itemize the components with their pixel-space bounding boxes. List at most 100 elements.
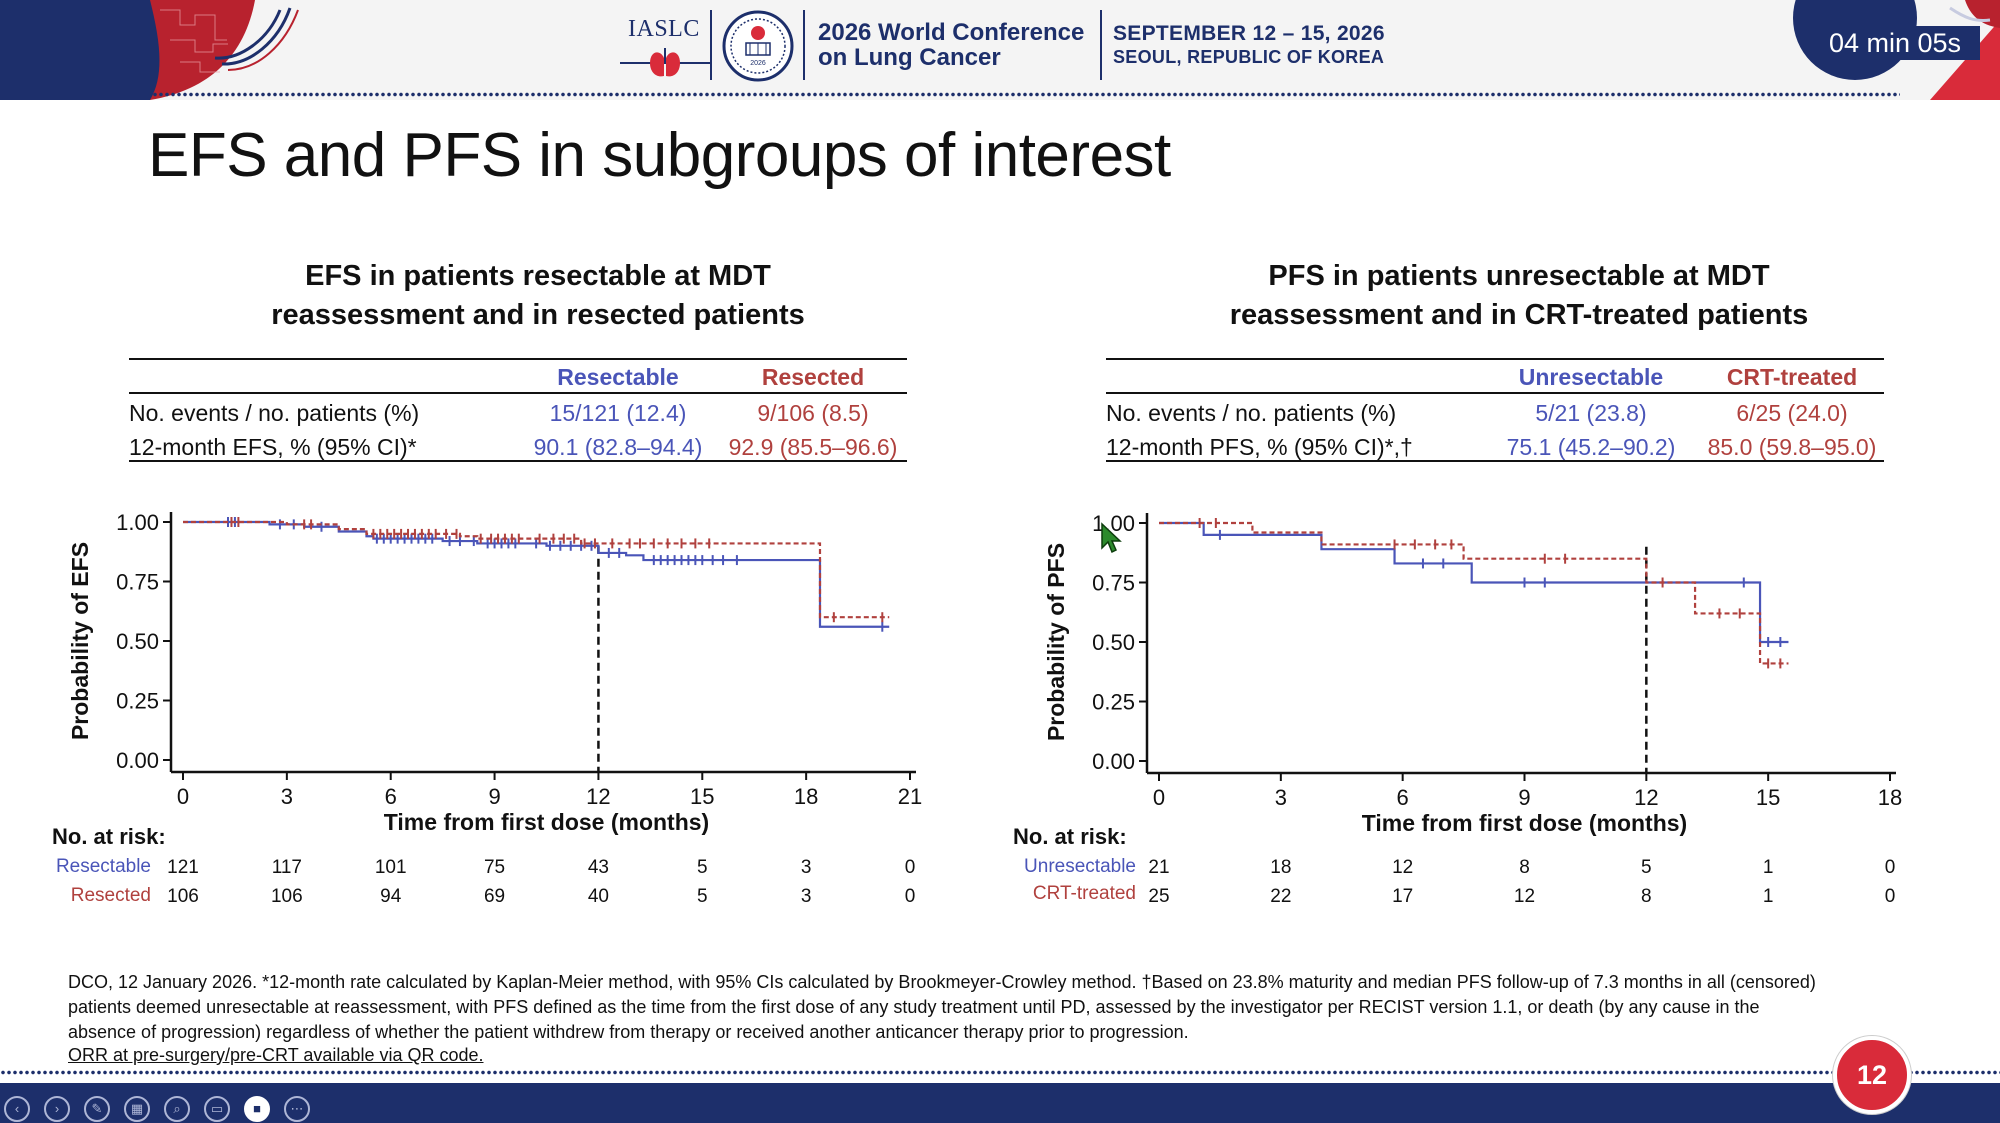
table-header-row: Unresectable CRT-treated [1106,360,1884,394]
previous-icon[interactable]: ‹ [4,1096,30,1122]
risk-count: 21 [1148,857,1170,878]
x-tick-label: 9 [488,784,500,809]
table-cell: 85.0 (59.8–95.0) [1707,434,1877,460]
risk-count: 106 [270,886,303,907]
risk-count: 18 [1270,857,1292,878]
risk-count: 8 [1519,857,1530,878]
efs-summary-table: Resectable Resected No. events / no. pat… [129,358,907,462]
header-left-decoration [0,0,299,100]
table-cell: 5/21 (23.8) [1535,400,1647,426]
risk-count: 1 [1762,886,1774,907]
header-divider [1100,10,1102,80]
pen-icon[interactable]: ✎ [84,1096,110,1122]
row-label: 12-month PFS, % (95% CI)*,† [1106,434,1413,460]
y-tick-label: 1.00 [116,510,159,535]
x-tick-label: 12 [1634,785,1658,810]
x-tick-label: 18 [1878,785,1902,810]
risk-count: 8 [1641,886,1652,907]
risk-table-heading: No. at risk: [1013,824,1127,849]
table-cell: 92.9 (85.5–96.6) [728,434,898,460]
risk-count: 22 [1270,886,1292,907]
footer-dotted-rule [0,1070,2000,1075]
zoom-icon[interactable]: ⌕ [164,1096,190,1122]
efs-kaplan-meier-chart: 0.00 0.25 0.50 0.75 1.00 0 3 6 9 12 15 18 21 Time fro… [67,510,922,835]
risk-count: 17 [1392,886,1414,907]
x-tick-label: 3 [281,784,293,809]
slide-number-badge: 12 [1833,1036,1911,1114]
pfs-y-axis-label: Probability of PFS [1043,543,1069,741]
header-divider [803,10,805,80]
y-tick-label: 0.00 [116,748,159,773]
risk-count: 0 [1884,857,1896,878]
footnote: DCO, 12 January 2026. *12-month rate cal… [68,972,1816,1042]
next-icon[interactable]: › [44,1096,70,1122]
x-tick-label: 6 [1397,785,1409,810]
slide-title: EFS and PFS in subgroups of interest [148,121,1171,190]
qr-code-link[interactable]: ORR at pre-surgery/pre-CRT available via… [68,1045,484,1065]
risk-count: 69 [483,886,506,907]
more-icon[interactable]: ⋯ [284,1096,310,1122]
y-tick-label: 0.25 [116,689,159,714]
pfs-kaplan-meier-chart: 0.00 0.25 0.50 0.75 1.00 0 3 6 9 12 15 18 Time from … [1043,511,1902,836]
risk-count: 3 [800,886,812,907]
x-tick-label: 0 [1153,785,1165,810]
column-header: Unresectable [1518,364,1664,390]
y-tick-label: 1.00 [1092,511,1135,536]
risk-row-label: Resectable [55,856,151,877]
conference-header: IASLC 2026 2026 World Conference on Lung… [0,0,2000,100]
y-tick-label: 0.50 [116,629,159,654]
subtitles-icon[interactable]: ▭ [204,1096,230,1122]
risk-count: 12 [1513,886,1536,907]
risk-count: 1 [1762,857,1774,878]
header-dotted-rule [140,92,1900,97]
table-cell: 15/121 (12.4) [549,400,687,426]
series-resected-curve [183,520,890,619]
risk-count: 0 [1884,886,1896,907]
camera-icon[interactable]: ■ [244,1096,270,1122]
risk-count: 121 [167,857,199,878]
x-tick-label: 12 [586,784,610,809]
x-tick-label: 15 [1756,785,1780,810]
left-panel-title: EFS in patients resectable at MDT reasse… [271,260,805,331]
right-panel-title: PFS in patients unresectable at MDT reas… [1229,260,1809,331]
column-header: CRT-treated [1726,364,1858,390]
risk-count: 43 [587,857,609,878]
risk-count: 0 [904,857,916,878]
risk-count: 3 [800,857,812,878]
y-tick-label: 0.75 [1092,571,1135,596]
svg-text:2026: 2026 [750,60,766,67]
mouse-cursor-icon [1101,522,1122,554]
y-tick-label: 0.75 [116,570,159,595]
risk-count: 25 [1148,886,1170,907]
iaslc-logo: IASLC [620,14,714,80]
presentation-timer: 04 min 05s [1810,26,1980,60]
row-label: 12-month EFS, % (95% CI)* [129,434,417,460]
row-label: No. events / no. patients (%) [1106,400,1397,426]
risk-count: 101 [374,857,407,878]
table-cell: 75.1 (45.2–90.2) [1506,434,1676,460]
conference-seal-icon: 2026 [722,10,794,82]
y-tick-label: 0.25 [1092,690,1135,715]
risk-row-label: CRT-treated [1032,883,1136,904]
efs-y-axis-label: Probability of EFS [67,542,93,740]
risk-count: 106 [167,886,199,907]
risk-count: 40 [587,886,609,907]
series-unresectable-curve [1159,521,1789,644]
slides-grid-icon[interactable]: ▦ [124,1096,150,1122]
column-header: Resectable [557,364,679,390]
x-tick-label: 3 [1275,785,1287,810]
risk-count: 5 [696,857,708,878]
presenter-toolbar [0,1083,2000,1123]
risk-row-label: Unresectable [1024,856,1136,877]
x-tick-label: 6 [385,784,397,809]
x-tick-label: 15 [690,784,714,809]
risk-count: 5 [1641,857,1652,878]
x-tick-label: 9 [1518,785,1530,810]
conference-dates: SEPTEMBER 12 – 15, 2026 [1113,22,1385,45]
efs-x-axis-label: Time from first dose (months) [384,809,709,835]
risk-count: 75 [483,857,506,878]
risk-count: 94 [380,886,402,907]
series-crt-treated-curve [1159,521,1789,665]
risk-table-heading: No. at risk: [52,824,166,849]
x-tick-label: 18 [794,784,818,809]
